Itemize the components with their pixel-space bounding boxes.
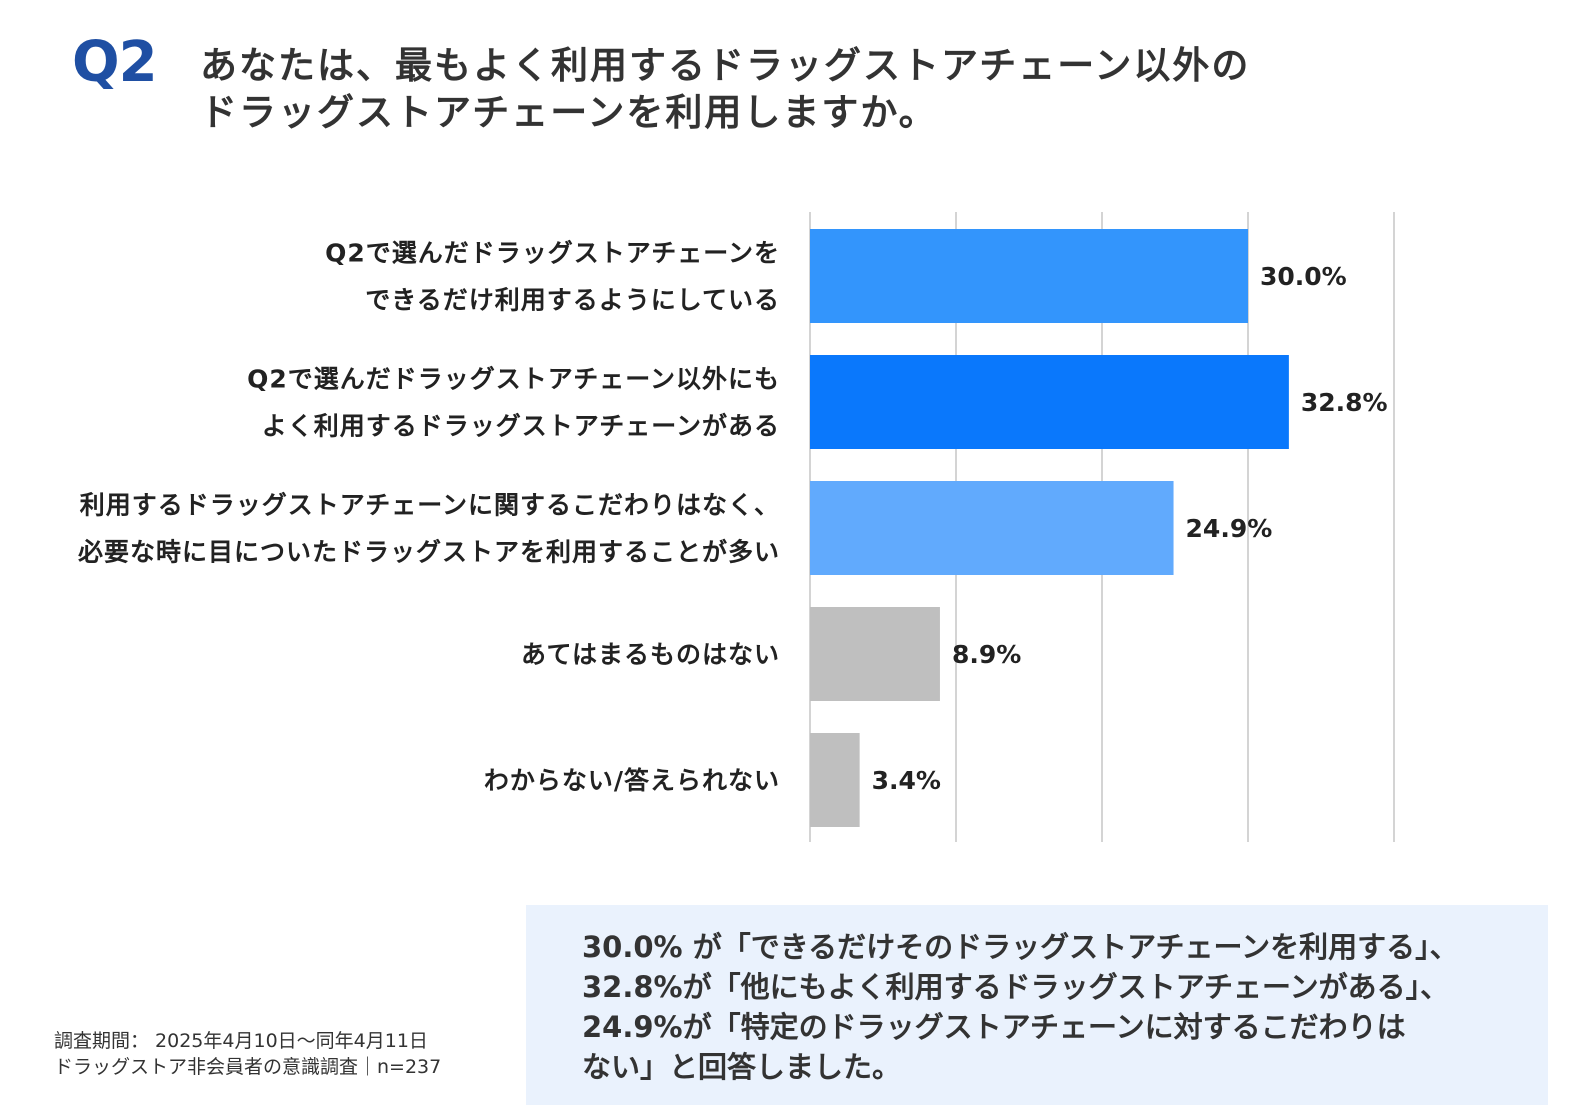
category-label: あてはまるものはない — [521, 640, 780, 669]
bar-value-label: 3.4% — [872, 766, 941, 795]
bar-value-label: 24.9% — [1186, 514, 1273, 543]
bar — [810, 607, 940, 701]
question-title-line: ドラッグストアチェーンを利用しますか。 — [200, 91, 938, 134]
category-label: わからない/答えられない — [484, 766, 780, 795]
bar-value-label: 8.9% — [952, 640, 1021, 669]
summary-text: 30.0% が「できるだけそのドラッグストアチェーンを利用する」、 32.8%が… — [582, 927, 1542, 1087]
category-label: Q2で選んだドラッグストアチェーンを — [325, 239, 780, 268]
summary-line: ない」と回答しました。 — [582, 1050, 902, 1084]
question-number: Q2 — [72, 30, 158, 95]
survey-period: 調査期間： 2025年4月10日～同年4月11日 — [54, 1030, 428, 1052]
survey-note: 調査期間： 2025年4月10日～同年4月11日 ドラッグストア非会員者の意識調… — [54, 1028, 441, 1080]
bar — [810, 355, 1289, 449]
bar — [810, 481, 1174, 575]
summary-line: 32.8%が「他にもよく利用するドラッグストアチェーンがある」、 — [582, 970, 1450, 1004]
bar — [810, 733, 860, 827]
summary-line: 24.9%が「特定のドラッグストアチェーンに対するこだわりは — [582, 1010, 1406, 1044]
summary-box: 30.0% が「できるだけそのドラッグストアチェーンを利用する」、 32.8%が… — [526, 905, 1548, 1105]
question-title-line: あなたは、最もよく利用するドラッグストアチェーン以外の — [200, 44, 1251, 87]
summary-line: 30.0% が「できるだけそのドラッグストアチェーンを利用する」、 — [582, 930, 1459, 964]
bar-value-label: 30.0% — [1260, 262, 1347, 291]
category-label: 利用するドラッグストアチェーンに関するこだわりはなく、 — [80, 491, 780, 520]
category-label: できるだけ利用するようにしている — [365, 286, 780, 315]
bar-value-label: 32.8% — [1301, 388, 1388, 417]
category-label: Q2で選んだドラッグストアチェーン以外にも — [247, 365, 780, 394]
bar — [810, 229, 1248, 323]
survey-target: ドラッグストア非会員者の意識調査｜n=237 — [54, 1056, 442, 1078]
question-title: あなたは、最もよく利用するドラッグストアチェーン以外の ドラッグストアチェーンを… — [200, 42, 1350, 136]
category-label: 必要な時に目についたドラッグストアを利用することが多い — [78, 538, 780, 567]
category-label: よく利用するドラッグストアチェーンがある — [262, 412, 780, 441]
